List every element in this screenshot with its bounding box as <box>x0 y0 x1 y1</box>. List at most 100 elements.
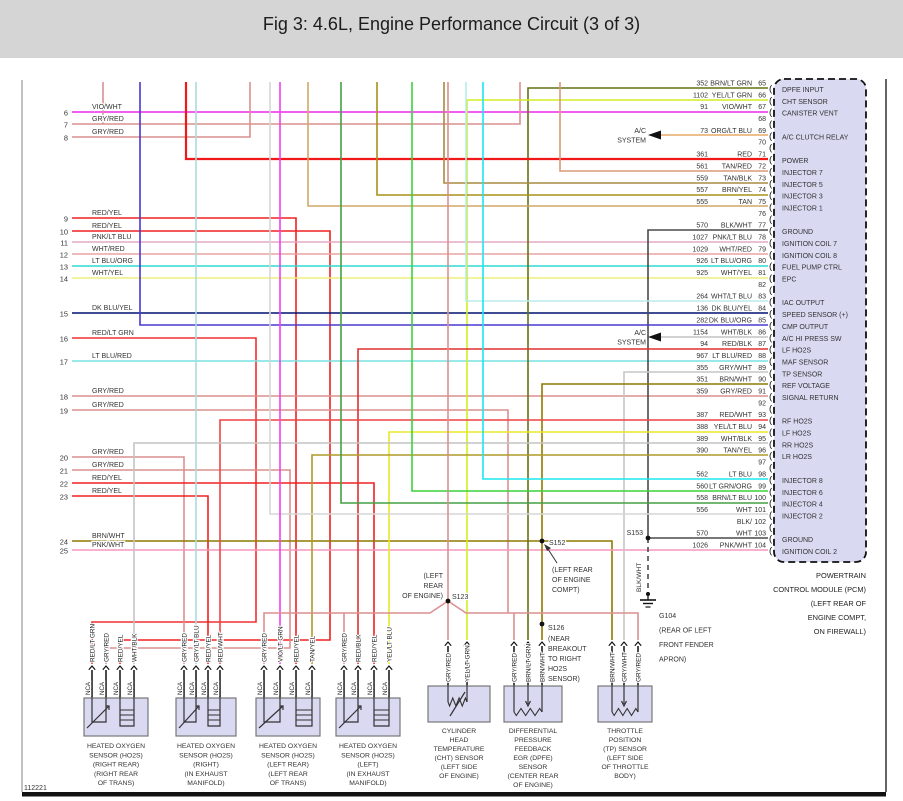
sensor-name: SENSOR (HO2S) <box>89 752 143 759</box>
splice-note: OF ENGINE) <box>402 593 443 600</box>
left-pin-color: LT BLU/RED <box>92 353 132 360</box>
pcm-pin-connector: ( <box>769 166 773 177</box>
pcm-pin-connector: ( <box>769 391 773 402</box>
pcm-circuit-label: GROUND <box>782 537 813 544</box>
pcm-pin-number: 70 <box>758 140 766 147</box>
wire-wht <box>269 82 768 515</box>
pcm-pin-number: 89 <box>758 365 766 372</box>
pcm-wire-number: 282 <box>696 317 708 324</box>
sensor-wire-color: RED/YEL <box>118 634 125 662</box>
left-pin-number: 10 <box>60 228 68 237</box>
sensor-pin-arrow-icon <box>510 641 518 647</box>
pcm-circuit-label: IAC OUTPUT <box>782 300 825 307</box>
pcm-pin-number: 79 <box>758 246 766 253</box>
splice-note: SENSOR) <box>548 676 580 683</box>
sensor-pin-arrow-icon <box>620 641 628 647</box>
pcm-wire-color: WHT <box>736 531 753 538</box>
sensor-cavity-label: NCA <box>367 681 374 695</box>
left-pin-color: GRY/RED <box>92 116 124 123</box>
sensor-cavity-label: NCA <box>213 681 220 695</box>
sensor-wire-color: GRY/RED <box>512 653 519 682</box>
left-pin-color: GRY/RED <box>92 388 124 395</box>
sensor-pin-arrow-icon <box>116 665 124 671</box>
pcm-wire-number: 557 <box>696 187 708 194</box>
splice-note: OF ENGINE <box>552 577 591 584</box>
sensor-wire-color: GRY/RED <box>182 633 189 662</box>
sensor-pin-arrow-icon <box>204 665 212 671</box>
sensor-wire-color: TAN/YEL <box>310 635 317 662</box>
sensor-wire-color: GRY/RED <box>342 633 349 662</box>
wire-tan-red <box>559 82 768 172</box>
pcm-pin-number: 94 <box>758 424 766 431</box>
wire-red-yel <box>72 482 375 664</box>
page-title: Fig 3: 4.6L, Engine Performance Circuit … <box>262 14 641 34</box>
pcm-pin-number: 80 <box>758 258 766 265</box>
sensor-box-4 <box>427 685 491 723</box>
ground-label: FRONT FENDER <box>659 642 714 649</box>
pcm-wire-number: 94 <box>700 341 708 348</box>
sensor-cavity-label: NCA <box>85 681 92 695</box>
pcm-circuit-label: INJECTOR 3 <box>782 194 823 201</box>
sensor-wire-color: GRY/LT BLU <box>194 625 201 662</box>
pcm-pin-number: 100 <box>754 495 766 502</box>
sensor-wire-color: GRY/RED <box>262 633 269 662</box>
pcm-caption: CONTROL MODULE (PCM) <box>773 585 866 594</box>
pcm-pin-connector: ( <box>769 297 773 308</box>
wire-tan-yel <box>311 454 768 664</box>
pcm-pin-connector: ( <box>769 332 773 343</box>
left-pin-number: 24 <box>60 538 68 547</box>
pcm-pin-connector: ( <box>769 84 773 95</box>
ac-arrow-icon <box>648 332 661 342</box>
pcm-pin-number: 68 <box>758 116 766 123</box>
pcm-pin-connector: ( <box>769 415 773 426</box>
splice-note: (NEAR <box>548 636 570 643</box>
ground-wire-color: BLK/WHT <box>636 563 643 592</box>
pcm-circuit-label: DPFE INPUT <box>782 87 824 94</box>
sensor-name: (IN EXHAUST <box>346 771 389 778</box>
pcm-wire-color: LT BLU/ORG <box>711 258 752 265</box>
pcm-wire-color: DK BLU/YEL <box>712 306 753 313</box>
pcm-pin-number: 93 <box>758 412 766 419</box>
sensor-pin-arrow-icon <box>292 665 300 671</box>
sensor-cavity-label: NCA <box>273 681 280 695</box>
sensor-pin-arrow-icon <box>634 641 642 647</box>
pcm-pin-connector: ( <box>769 202 773 213</box>
pcm-pin-connector: ( <box>769 107 773 118</box>
ac-system-label: SYSTEM <box>617 138 646 145</box>
sensor-name: (LEFT) <box>357 762 378 769</box>
pcm-pin-connector: ( <box>769 344 773 355</box>
sensor-cavity-label: NCA <box>382 681 389 695</box>
sensor-name: (LEFT REAR) <box>267 762 309 769</box>
pcm-pin-number: 92 <box>758 400 766 407</box>
left-pin-number: 14 <box>60 275 68 284</box>
pcm-pin-number: 91 <box>758 388 766 395</box>
sensor-element-arrowhead <box>105 705 110 710</box>
sensor-pin-arrow-icon <box>180 665 188 671</box>
sensor-wire-color: GRY/WHT <box>622 652 629 682</box>
splice-id-s123: S123 <box>452 594 468 601</box>
ac-system-label: SYSTEM <box>617 340 646 347</box>
sensor-name: OF ENGINE) <box>439 773 479 780</box>
pcm-wire-color: TAN/RED <box>722 163 752 170</box>
pcm-pin-number: 104 <box>754 542 766 549</box>
pcm-pin-connector: ( <box>769 403 773 414</box>
wire-brn-yel <box>376 82 768 196</box>
pcm-wire-color: TAN/BLK <box>723 175 752 182</box>
sensor-name: (LEFT SIDE <box>441 764 478 771</box>
left-pin-color: VIO/WHT <box>92 104 123 111</box>
pcm-wire-number: 570 <box>696 223 708 230</box>
sensor-wire-color: RED/BLK <box>356 634 363 662</box>
wire-tan <box>307 82 768 207</box>
sensor-name: OF THROTTLE <box>601 764 649 771</box>
sensor-name: DIFFERENTIAL <box>509 728 558 735</box>
sensor-element <box>263 698 281 723</box>
left-pin-number: 17 <box>60 358 68 367</box>
pcm-caption: POWERTRAIN <box>816 571 866 580</box>
pcm-pin-connector: ( <box>769 143 773 154</box>
sensor-cavity-label: NCA <box>189 681 196 695</box>
pcm-pin-connector: ( <box>769 285 773 296</box>
sensor-name: SENSOR (HO2S) <box>341 752 395 759</box>
left-pin-number: 20 <box>60 454 68 463</box>
ac-system-label: A/C <box>634 330 646 337</box>
